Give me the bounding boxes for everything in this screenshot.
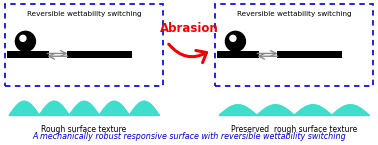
Circle shape (230, 35, 236, 41)
Bar (67, 51, 132, 58)
Text: Preserved  rough surface texture: Preserved rough surface texture (231, 126, 357, 135)
Bar (5, 4, 163, 86)
Text: A mechanically robust responsive surface with reversible wettability switching: A mechanically robust responsive surface… (32, 132, 346, 141)
Bar (6, 51, 48, 58)
Text: Reversible wettability switching: Reversible wettability switching (27, 11, 141, 17)
Circle shape (20, 35, 26, 41)
Bar (277, 51, 341, 58)
Text: Reversible wettability switching: Reversible wettability switching (237, 11, 351, 17)
Text: Rough surface texture: Rough surface texture (41, 126, 127, 135)
Circle shape (15, 31, 36, 51)
Bar (215, 4, 373, 86)
Bar (217, 51, 259, 58)
Circle shape (225, 31, 245, 51)
Text: Abrasion: Abrasion (160, 21, 218, 35)
FancyArrowPatch shape (169, 44, 206, 63)
